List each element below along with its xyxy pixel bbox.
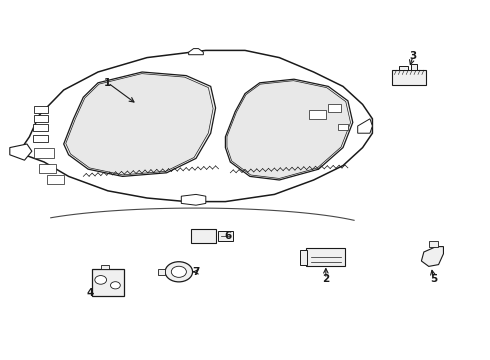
Polygon shape [189,49,203,55]
Polygon shape [64,72,216,176]
Bar [33,124,48,131]
Circle shape [110,282,121,289]
Bar [47,175,64,184]
Text: 5: 5 [430,274,437,284]
Text: 4: 4 [87,288,95,298]
Bar [34,148,54,158]
Polygon shape [20,50,372,202]
Text: 1: 1 [104,78,111,88]
Bar [158,269,165,275]
Text: 3: 3 [410,51,416,61]
Bar [399,66,408,70]
Polygon shape [358,119,372,133]
Text: 7: 7 [192,267,200,277]
Bar [33,135,48,142]
Text: 6: 6 [224,231,231,241]
Bar [92,269,123,296]
Polygon shape [227,81,350,179]
Bar [411,64,416,70]
Text: 2: 2 [322,274,329,284]
Polygon shape [66,74,213,175]
Polygon shape [10,144,32,160]
Bar [429,241,438,247]
Circle shape [165,262,193,282]
Bar [191,229,216,243]
Bar [300,250,307,265]
Bar [33,115,48,122]
Bar [392,70,426,85]
Bar [338,124,348,130]
Circle shape [95,276,106,284]
Bar [306,248,345,266]
Bar [34,106,49,113]
Circle shape [172,266,186,277]
Polygon shape [225,79,353,180]
Bar [309,110,326,119]
Bar [218,231,233,241]
Polygon shape [421,247,443,266]
Bar [328,104,341,112]
Bar [39,164,56,173]
Polygon shape [181,194,206,205]
Bar [101,265,109,269]
